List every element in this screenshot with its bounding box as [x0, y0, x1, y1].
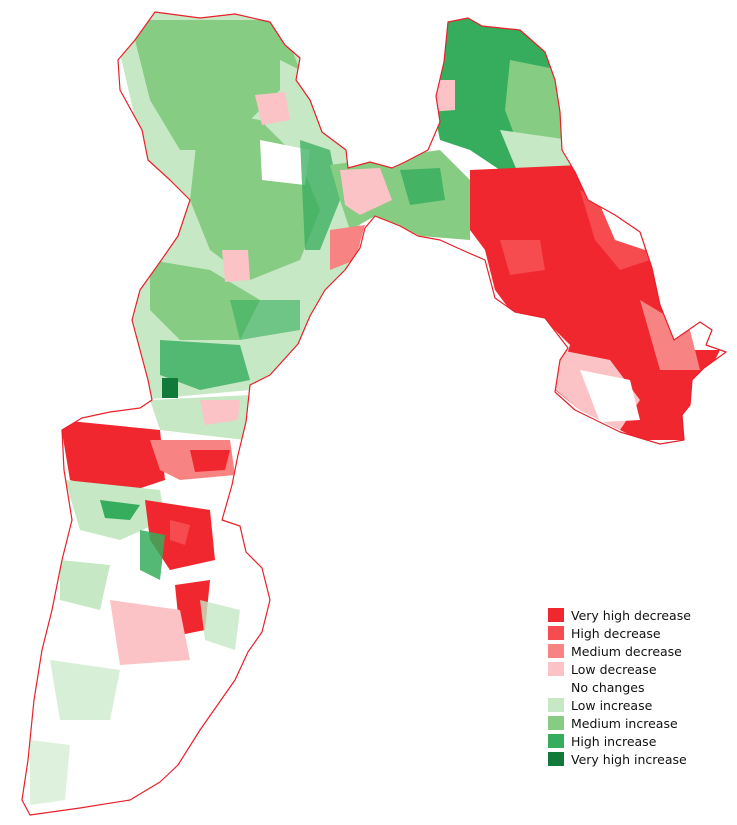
legend-swatch: [548, 716, 564, 730]
legend-label: Medium decrease: [571, 643, 682, 659]
legend-item: High increase: [548, 732, 718, 750]
legend-label: Very high decrease: [571, 607, 691, 623]
legend-label: High increase: [571, 733, 657, 749]
legend-label: Low increase: [571, 697, 653, 713]
legend-swatch: [548, 644, 564, 658]
legend-label: High decrease: [571, 625, 661, 641]
legend-item: High decrease: [548, 624, 718, 642]
legend-label: No changes: [571, 679, 645, 695]
legend-item: Medium decrease: [548, 642, 718, 660]
legend-swatch: [548, 698, 564, 712]
legend-swatch: [548, 662, 564, 676]
region-boundary: [21, 11, 727, 816]
legend-swatch: [548, 626, 564, 640]
legend-label: Very high increase: [571, 751, 687, 767]
legend-swatch: [548, 608, 564, 622]
legend-label: Low decrease: [571, 661, 657, 677]
map-legend: Very high decrease High decrease Medium de…: [548, 606, 718, 768]
legend-item: No changes: [548, 678, 718, 696]
legend-item: Very high decrease: [548, 606, 718, 624]
legend-item: Very high increase: [548, 750, 718, 768]
legend-label: Medium increase: [571, 715, 678, 731]
legend-swatch: [548, 680, 564, 694]
legend-item: Low decrease: [548, 660, 718, 678]
legend-item: Medium increase: [548, 714, 718, 732]
legend-swatch: [548, 752, 564, 766]
legend-swatch: [548, 734, 564, 748]
legend-item: Low increase: [548, 696, 718, 714]
